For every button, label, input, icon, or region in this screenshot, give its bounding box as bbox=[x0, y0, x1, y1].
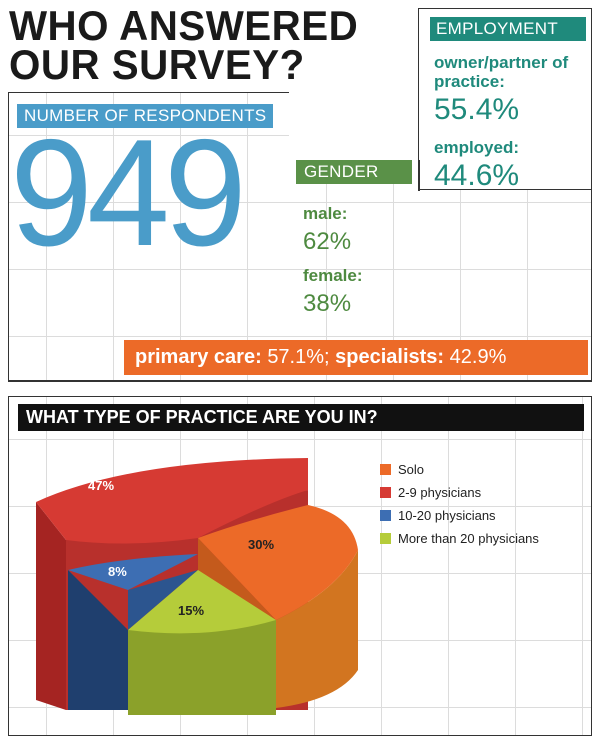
legend-label-solo: Solo bbox=[398, 462, 425, 477]
pie-slice-more-than-20 bbox=[128, 570, 276, 715]
gender-male-label: male: bbox=[303, 204, 348, 223]
page-title-line-1: WHO ANSWERED bbox=[9, 2, 359, 49]
employment-employed-value: 44.6% bbox=[434, 159, 520, 192]
pie-label-more-than-20: 15% bbox=[178, 603, 205, 618]
gender-label: GENDER bbox=[296, 160, 412, 184]
page-title-line-2: OUR SURVEY? bbox=[9, 41, 305, 88]
primary-care-label: primary care: bbox=[135, 346, 262, 368]
legend-item-solo: Solo bbox=[380, 462, 539, 477]
panel-bottom-rule bbox=[8, 380, 592, 382]
legend-label-more-than-20: More than 20 physicians bbox=[398, 531, 539, 546]
respondents-panel bbox=[8, 92, 289, 382]
legend-swatch-more-than-20 bbox=[380, 533, 391, 544]
employment-label: EMPLOYMENT bbox=[430, 17, 586, 41]
specialty-bar: primary care: 57.1%; specialists: 42.9% bbox=[124, 340, 588, 375]
pie-label-2-9-physicians: 47% bbox=[88, 478, 115, 493]
legend-swatch-solo bbox=[380, 464, 391, 475]
respondents-count: 949 bbox=[10, 108, 247, 278]
practice-heading: WHAT TYPE OF PRACTICE ARE YOU IN? bbox=[18, 404, 584, 431]
specialists-label: specialists: bbox=[335, 346, 445, 368]
pie-label-solo: 30% bbox=[248, 537, 275, 552]
employment-owner-value: 55.4% bbox=[434, 93, 520, 126]
primary-care-value: 57.1%; bbox=[267, 346, 330, 368]
specialists-value: 42.9% bbox=[449, 346, 507, 368]
legend-label-2-9-physicians: 2-9 physicians bbox=[398, 485, 482, 500]
gender-female-value: 38% bbox=[303, 290, 352, 317]
employment-employed-label: employed: bbox=[434, 138, 520, 157]
employment-owner-label: owner/partner of practice: bbox=[434, 53, 569, 91]
gender-male-value: 62% bbox=[303, 228, 352, 255]
pie-label-10-20-physicians: 8% bbox=[108, 564, 127, 579]
legend-swatch-10-20-physicians bbox=[380, 510, 391, 521]
legend-swatch-2-9-physicians bbox=[380, 487, 391, 498]
employment-panel-edge bbox=[418, 160, 420, 191]
legend-label-10-20-physicians: 10-20 physicians bbox=[398, 508, 496, 523]
legend-item-more-than-20: More than 20 physicians bbox=[380, 531, 539, 546]
respondents-label: NUMBER OF RESPONDENTS bbox=[17, 104, 274, 128]
legend-item-10-20-physicians: 10-20 physicians bbox=[380, 508, 539, 523]
chart-legend: Solo 2-9 physicians 10-20 physicians Mor… bbox=[380, 462, 539, 546]
practice-pie-chart bbox=[36, 458, 358, 715]
gender-female-label: female: bbox=[303, 266, 363, 285]
legend-item-2-9-physicians: 2-9 physicians bbox=[380, 485, 539, 500]
